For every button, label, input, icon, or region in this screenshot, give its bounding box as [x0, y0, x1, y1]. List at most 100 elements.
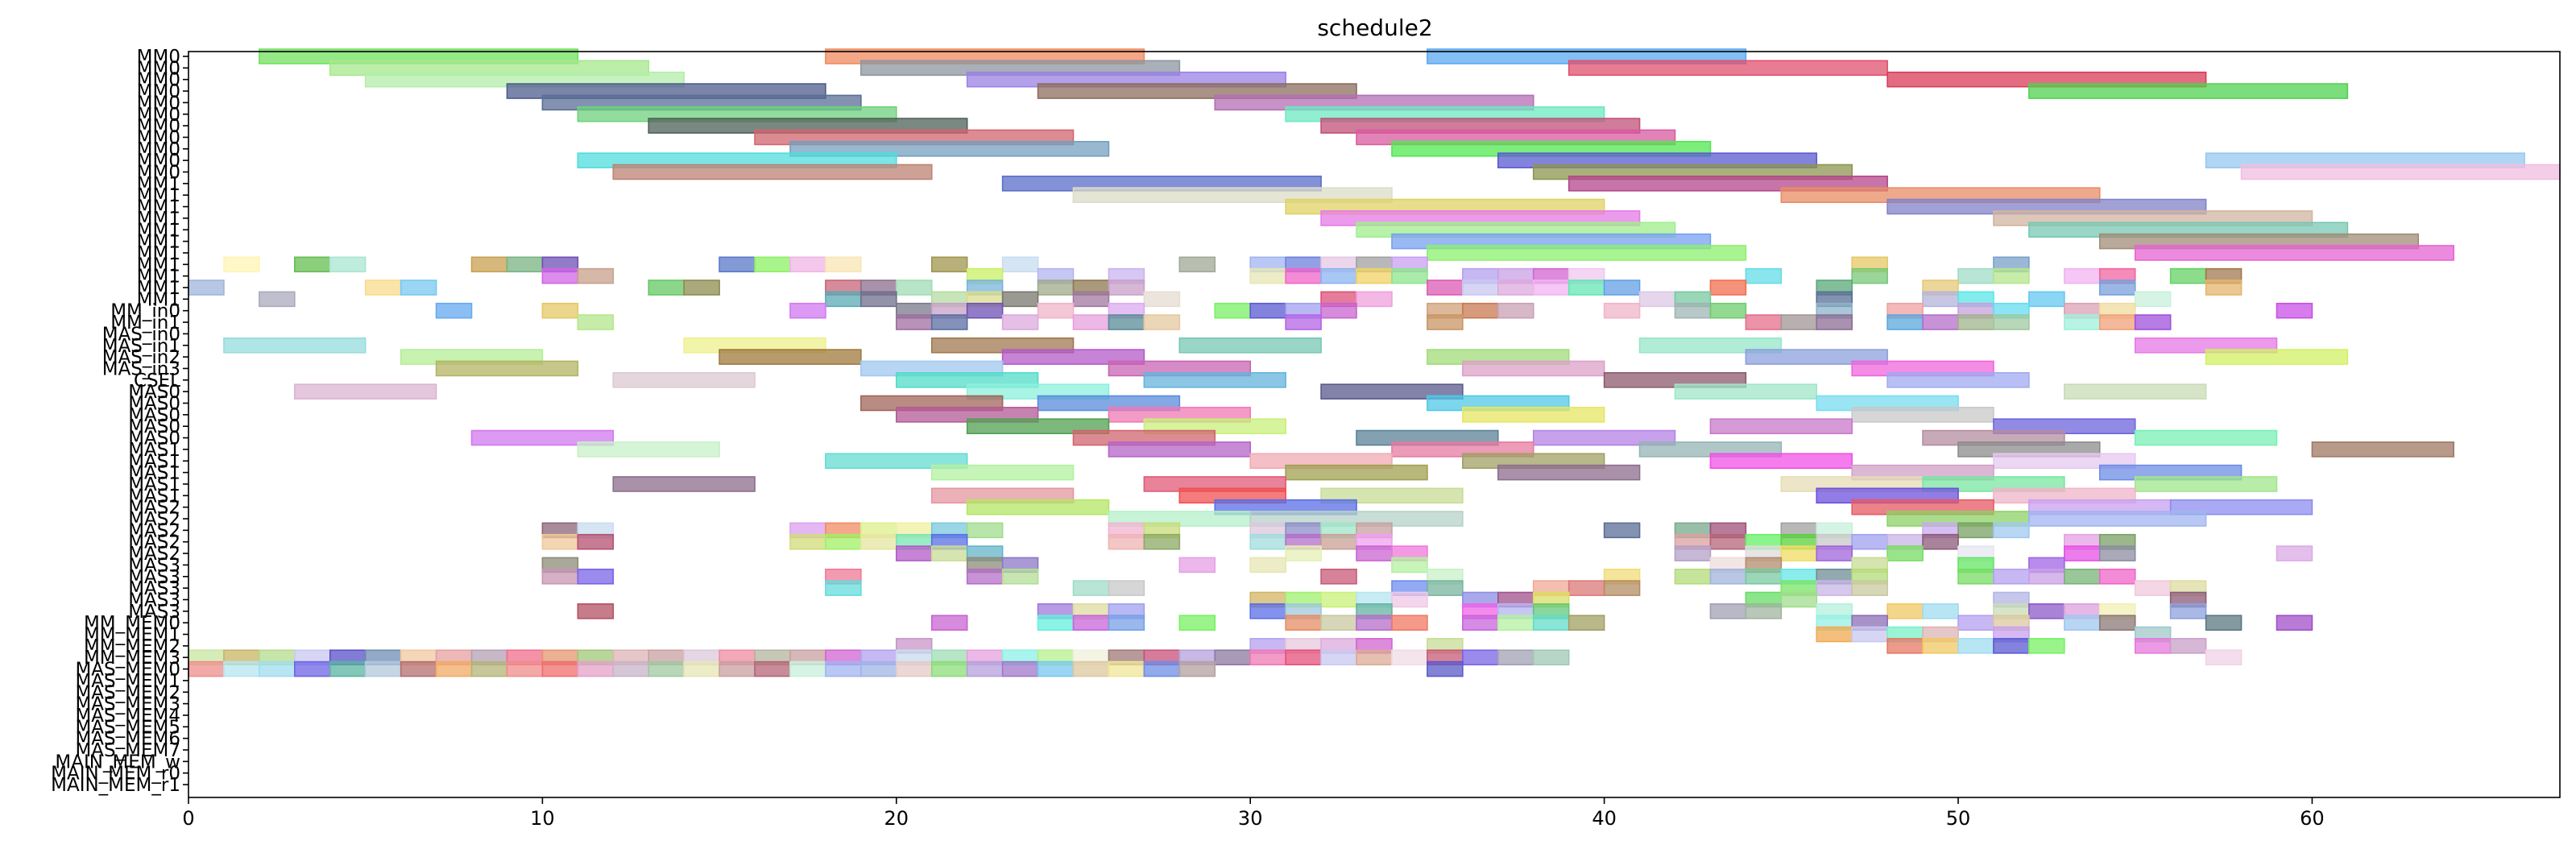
task-bar: [719, 349, 862, 365]
task-bar: [1037, 615, 1075, 631]
task-bar: [1072, 187, 1393, 203]
task-bar: [1108, 533, 1145, 550]
task-bar: [541, 533, 579, 550]
task-bar: [2134, 291, 2172, 308]
task-bar: [2205, 280, 2243, 296]
y-tick-label: MAS1: [128, 486, 180, 507]
y-tick-label: MAS_MEM5: [75, 717, 180, 738]
task-bar: [1249, 533, 1286, 550]
task-bar: [1780, 314, 1818, 330]
task-bar: [1993, 568, 2030, 585]
task-bar: [1001, 256, 1039, 273]
task-bar: [1745, 568, 1783, 585]
task-bar: [1462, 407, 1605, 423]
task-bar: [1462, 302, 1499, 319]
task-bar: [2064, 267, 2101, 284]
x-tick-label: 60: [2300, 807, 2325, 830]
task-bar: [2276, 615, 2313, 631]
task-bar: [1001, 568, 1039, 585]
task-bar: [259, 291, 296, 308]
task-bar: [2098, 568, 2136, 585]
task-bar: [1178, 557, 1216, 574]
task-bar: [1001, 349, 1145, 365]
task-bar: [1320, 649, 1357, 666]
task-bar: [754, 661, 791, 677]
task-bar: [648, 661, 685, 677]
y-tick-label: MM0: [137, 70, 180, 91]
task-bar: [1816, 545, 1853, 561]
task-bar: [789, 256, 826, 273]
task-bar: [2098, 314, 2136, 330]
task-bar: [294, 256, 331, 273]
task-bar: [1922, 533, 1959, 550]
task-bar: [1427, 580, 1464, 596]
task-bar: [683, 661, 720, 677]
y-tick-label: MM_MEM2: [84, 636, 180, 657]
task-bar: [1497, 615, 1534, 631]
task-bar: [1745, 314, 1783, 330]
task-bar: [470, 256, 508, 273]
task-bar: [1886, 545, 1924, 561]
task-bar: [789, 302, 826, 319]
task-bar: [1532, 649, 1570, 666]
task-bar: [2205, 649, 2243, 666]
task-bar: [577, 314, 615, 330]
task-bar: [1037, 302, 1075, 319]
x-tick-label: 20: [884, 807, 909, 830]
y-tick-label: MAS3: [128, 578, 180, 599]
task-bar: [223, 256, 260, 273]
y-tick-label: MAS1: [128, 474, 180, 495]
task-bar: [896, 280, 933, 296]
task-bar: [1993, 314, 2030, 330]
task-bar: [506, 256, 544, 273]
y-tick-label: MM0: [137, 127, 180, 148]
task-bar: [1427, 661, 1464, 677]
task-bar: [789, 533, 826, 550]
task-bar: [1816, 314, 1853, 330]
task-bar: [2098, 615, 2136, 631]
task-bar: [1320, 302, 1357, 319]
task-bar: [2134, 638, 2172, 654]
task-bar: [1356, 545, 1393, 561]
task-bar: [1886, 371, 2030, 388]
task-bar: [1709, 453, 1853, 470]
task-bar: [966, 661, 1004, 677]
task-bar: [612, 371, 756, 388]
y-tick-label: MAIN_MEM_r1: [51, 775, 180, 796]
y-tick-label: MAS2: [128, 509, 180, 530]
task-bar: [435, 661, 473, 677]
task-bar: [470, 429, 615, 446]
task-bar: [1638, 291, 1676, 308]
task-bar: [612, 661, 650, 677]
task-bar: [2134, 245, 2454, 261]
task-bar: [1427, 245, 1747, 261]
task-bar: [1674, 383, 1818, 400]
task-bar: [1072, 314, 1110, 330]
task-bar: [2028, 291, 2065, 308]
task-bar: [825, 661, 862, 677]
task-bar: [1072, 661, 1110, 677]
task-bar: [612, 164, 933, 180]
task-bar: [1001, 314, 1039, 330]
y-tick-label: MAS_in0: [102, 324, 180, 345]
task-bar: [1037, 661, 1075, 677]
task-bar: [329, 661, 367, 677]
task-bar: [1674, 302, 1712, 319]
task-bar: [1391, 267, 1428, 284]
task-bar: [1143, 661, 1181, 677]
task-bar: [1532, 280, 1570, 296]
task-bar: [1709, 533, 1747, 550]
task-bar: [1108, 280, 1145, 296]
task-bar: [2134, 429, 2278, 446]
task-bar: [754, 256, 791, 273]
task-bar: [2064, 314, 2101, 330]
y-tick-label: MAS3: [128, 602, 180, 623]
task-bar: [1957, 267, 1994, 284]
task-bar: [1745, 349, 1888, 365]
task-bar: [719, 661, 756, 677]
task-bar: [2064, 383, 2207, 400]
task-bar: [1072, 291, 1110, 308]
plot-frame: [188, 51, 2561, 798]
task-bar: [930, 314, 968, 330]
task-bar: [1391, 591, 1428, 608]
